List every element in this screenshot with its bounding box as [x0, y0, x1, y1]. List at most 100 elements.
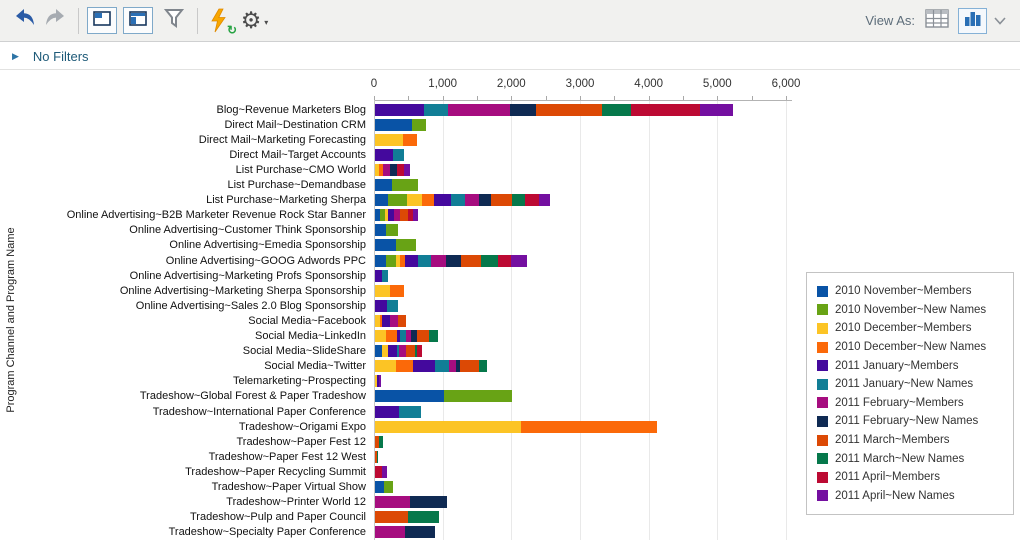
bar-segment[interactable] [375, 405, 400, 418]
bar-segment[interactable] [384, 209, 388, 222]
bar-segment[interactable] [375, 118, 413, 131]
bar-segment[interactable] [396, 239, 417, 252]
undo-button[interactable] [10, 6, 40, 36]
bar-segment[interactable] [399, 405, 421, 418]
legend-item[interactable]: 2010 November~Members [817, 282, 1003, 301]
bar-segment[interactable] [375, 345, 382, 358]
bar-segment[interactable] [388, 194, 407, 207]
bar-segment[interactable] [406, 194, 423, 207]
bar-segment[interactable] [388, 345, 397, 358]
bar-segment[interactable] [381, 345, 389, 358]
bar-segment[interactable] [375, 133, 404, 146]
bar-segment[interactable] [407, 209, 414, 222]
bar-segment[interactable] [387, 209, 395, 222]
bar-segment[interactable] [382, 314, 391, 327]
bar-segment[interactable] [376, 450, 379, 463]
bar-segment[interactable] [414, 345, 417, 358]
filter-button[interactable] [159, 6, 189, 36]
refresh-report-button[interactable]: ↻ [206, 6, 237, 37]
bar-segment[interactable] [535, 103, 603, 116]
bar-segment[interactable] [410, 496, 448, 509]
bar-segment[interactable] [497, 254, 512, 267]
bar-segment[interactable] [386, 224, 398, 237]
bar-segment[interactable] [390, 314, 398, 327]
bar-segment[interactable] [375, 314, 381, 327]
chart-view-button[interactable] [958, 7, 987, 34]
bar-segment[interactable] [375, 420, 522, 433]
bar-segment[interactable] [380, 209, 385, 222]
bar-segment[interactable] [481, 254, 498, 267]
bar-segment[interactable] [387, 299, 398, 312]
legend-item[interactable]: 2010 November~New Names [817, 301, 1003, 320]
bar-segment[interactable] [396, 330, 401, 342]
legend-item[interactable]: 2011 February~Members [817, 394, 1003, 413]
bar-segment[interactable] [375, 179, 392, 191]
chevron-down-icon[interactable] [994, 12, 1006, 30]
bar-segment[interactable] [390, 284, 404, 297]
bar-segment[interactable] [412, 360, 436, 373]
bar-segment[interactable] [511, 194, 525, 207]
bar-segment[interactable] [400, 330, 406, 342]
table-view-button[interactable] [922, 8, 951, 34]
bar-segment[interactable] [379, 435, 384, 448]
bar-segment[interactable] [375, 163, 380, 176]
bar-segment[interactable] [382, 269, 388, 282]
redo-button[interactable] [40, 6, 70, 36]
bar-segment[interactable] [395, 360, 413, 373]
bar-segment[interactable] [416, 345, 422, 358]
bar-segment[interactable] [461, 254, 482, 267]
bar-segment[interactable] [455, 360, 460, 373]
bar-segment[interactable] [375, 284, 391, 297]
bar-segment[interactable] [395, 254, 401, 267]
layout-panel-left-button[interactable] [87, 7, 117, 34]
bar-segment[interactable] [464, 194, 479, 207]
bar-segment[interactable] [375, 194, 389, 207]
bar-segment[interactable] [375, 269, 383, 282]
bar-segment[interactable] [394, 209, 401, 222]
bar-segment[interactable] [381, 465, 388, 478]
bar-segment[interactable] [396, 163, 405, 176]
bar-segment[interactable] [478, 194, 491, 207]
legend-item[interactable]: 2011 January~Members [817, 356, 1003, 375]
bar-segment[interactable] [435, 360, 449, 373]
legend-item[interactable]: 2011 April~New Names [817, 487, 1003, 506]
bar-segment[interactable] [511, 254, 528, 267]
bar-segment[interactable] [539, 194, 550, 207]
legend-item[interactable]: 2010 December~New Names [817, 338, 1003, 357]
bar-segment[interactable] [478, 360, 488, 373]
bar-segment[interactable] [375, 360, 396, 373]
bar-segment[interactable] [375, 254, 386, 267]
bar-segment[interactable] [383, 481, 393, 493]
bar-segment[interactable] [448, 360, 456, 373]
bar-segment[interactable] [397, 314, 406, 327]
bar-segment[interactable] [405, 330, 412, 342]
bar-segment[interactable] [416, 330, 430, 342]
bar-segment[interactable] [404, 254, 418, 267]
bar-segment[interactable] [447, 103, 511, 116]
bar-segment[interactable] [375, 330, 386, 342]
legend-item[interactable]: 2011 January~New Names [817, 375, 1003, 394]
bar-segment[interactable] [398, 345, 406, 358]
bar-segment[interactable] [700, 103, 733, 116]
settings-button[interactable]: ⚙ ▾ [236, 6, 269, 36]
bar-segment[interactable] [375, 496, 411, 509]
bar-segment[interactable] [375, 209, 381, 222]
bar-segment[interactable] [400, 209, 408, 222]
legend-item[interactable]: 2011 March~Members [817, 431, 1003, 450]
legend-item[interactable]: 2011 March~New Names [817, 449, 1003, 468]
legend-item[interactable]: 2011 April~Members [817, 468, 1003, 487]
bar-segment[interactable] [521, 420, 658, 433]
bar-segment[interactable] [375, 390, 444, 403]
bar-segment[interactable] [459, 360, 479, 373]
bar-segment[interactable] [524, 194, 540, 207]
bar-segment[interactable] [385, 254, 396, 267]
bar-segment[interactable] [375, 526, 405, 539]
bar-segment[interactable] [450, 194, 465, 207]
bar-segment[interactable] [405, 345, 415, 358]
bar-segment[interactable] [375, 511, 408, 524]
bar-segment[interactable] [375, 375, 378, 388]
legend-item[interactable]: 2010 December~Members [817, 319, 1003, 338]
bar-segment[interactable] [490, 194, 512, 207]
bar-segment[interactable] [429, 330, 439, 342]
bar-segment[interactable] [380, 314, 383, 327]
